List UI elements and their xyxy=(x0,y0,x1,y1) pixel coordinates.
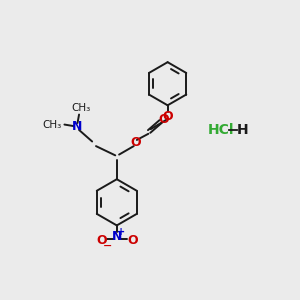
Text: CH₃: CH₃ xyxy=(43,120,62,130)
Text: −: − xyxy=(103,240,112,250)
Text: +: + xyxy=(117,227,125,237)
Text: N: N xyxy=(112,230,122,243)
Text: CH₃: CH₃ xyxy=(71,103,90,113)
Text: O: O xyxy=(96,233,107,247)
Text: O: O xyxy=(162,110,173,123)
Text: HCl: HCl xyxy=(208,123,234,137)
Text: H: H xyxy=(236,123,248,137)
Text: O: O xyxy=(158,113,169,126)
Text: N: N xyxy=(72,120,82,134)
Text: O: O xyxy=(130,136,141,149)
Text: O: O xyxy=(127,233,137,247)
